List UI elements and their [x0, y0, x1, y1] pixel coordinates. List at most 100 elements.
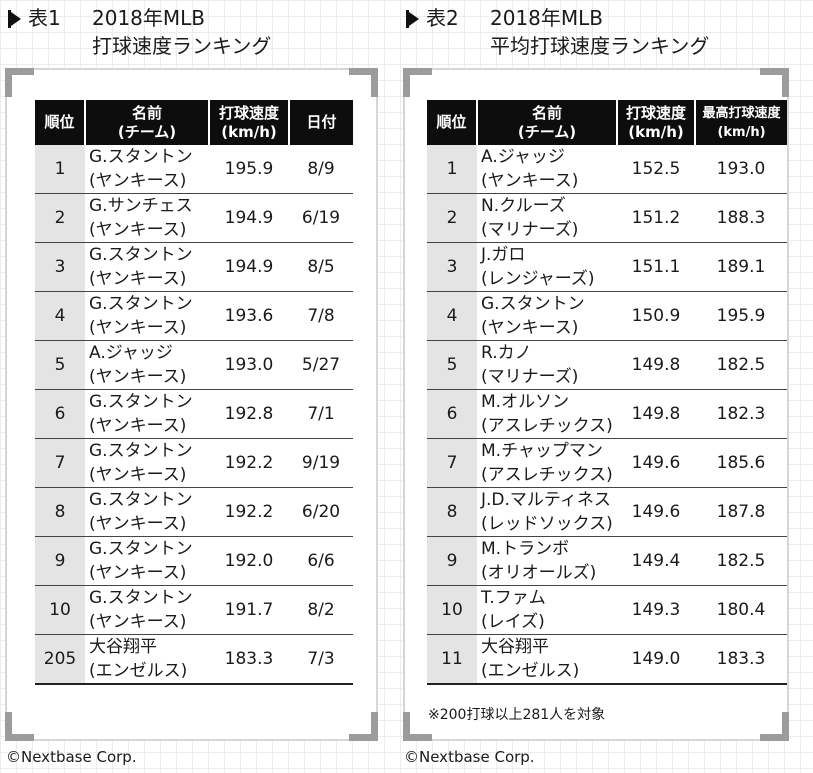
rank-cell: 2 [35, 193, 85, 243]
table-row: 11 大谷翔平 (エンゼルス) 149.0 183.3 [427, 634, 787, 685]
max-speed-cell: 189.1 [695, 242, 787, 292]
date-cell: 5/27 [289, 340, 353, 390]
player-team: (ヤンキース) [89, 612, 187, 632]
table2-frame: 順位 名前 (チーム) 打球速度 (km/h) 最高打球速度 (km/h) 1 A.ジャ… [403, 68, 789, 741]
player-name: G.スタントン [89, 147, 193, 167]
header-name: 名前 (チーム) [477, 100, 618, 145]
player-cell: 大谷翔平 (エンゼルス) [85, 634, 209, 685]
player-cell: N.クルーズ (マリナーズ) [477, 193, 617, 243]
player-team: (ヤンキース) [481, 318, 579, 338]
table-row: 5 A.ジャッジ (ヤンキース) 193.0 5/27 [35, 340, 353, 390]
date-cell: 6/6 [289, 536, 353, 586]
speed-cell: 193.0 [209, 340, 289, 390]
header-rank: 順位 [35, 100, 86, 145]
player-name: T.ファム [481, 588, 546, 608]
table1-label: 表1 [28, 6, 61, 30]
rank-cell: 6 [35, 389, 85, 439]
frame-corner [760, 68, 789, 97]
avg-speed-cell: 149.6 [617, 438, 695, 488]
avg-speed-cell: 151.2 [617, 193, 695, 243]
table2-credit: ©Nextbase Corp. [404, 748, 535, 766]
table-row: 4 G.スタントン (ヤンキース) 193.6 7/8 [35, 291, 353, 341]
header-rank: 順位 [427, 100, 478, 145]
player-name: M.チャップマン [481, 441, 603, 461]
header-avg-speed: 打球速度 (km/h) [617, 100, 696, 145]
player-team: (レッドソックス) [481, 514, 613, 534]
max-speed-cell: 188.3 [695, 193, 787, 243]
rank-cell: 9 [427, 536, 477, 586]
max-speed-cell: 183.3 [695, 634, 787, 685]
player-team: (マリナーズ) [481, 220, 579, 240]
player-name: A.ジャッジ [481, 147, 565, 167]
player-team: (アスレチックス) [481, 465, 613, 485]
table2-note: ※200打球以上281人を対象 [428, 707, 606, 723]
rank-cell: 5 [35, 340, 85, 390]
max-speed-cell: 187.8 [695, 487, 787, 537]
date-cell: 7/8 [289, 291, 353, 341]
rank-cell: 3 [427, 242, 477, 292]
flag-icon [406, 10, 420, 28]
date-cell: 9/19 [289, 438, 353, 488]
max-speed-cell: 182.5 [695, 536, 787, 586]
player-cell: R.カノ (マリナーズ) [477, 340, 617, 390]
speed-cell: 192.8 [209, 389, 289, 439]
player-cell: A.ジャッジ (ヤンキース) [85, 340, 209, 390]
header-name: 名前 (チーム) [85, 100, 210, 145]
table-row: 5 R.カノ (マリナーズ) 149.8 182.5 [427, 340, 787, 390]
player-name: R.カノ [481, 343, 532, 363]
player-cell: G.スタントン (ヤンキース) [85, 145, 209, 194]
player-team: (レイズ) [481, 612, 545, 632]
table1-panel: 表1 2018年MLB 打球速度ランキング 順位 名前 (チーム) 打球速度 (km… [0, 0, 395, 773]
table-header-row: 順位 名前 (チーム) 打球速度 (km/h) 最高打球速度 (km/h) [427, 100, 787, 145]
max-speed-cell: 185.6 [695, 438, 787, 488]
frame-corner [760, 712, 789, 741]
speed-cell: 195.9 [209, 145, 289, 194]
date-cell: 6/19 [289, 193, 353, 243]
player-name: G.スタントン [89, 441, 193, 461]
player-cell: G.スタントン (ヤンキース) [85, 536, 209, 586]
table-row: 1 A.ジャッジ (ヤンキース) 152.5 193.0 [427, 145, 787, 194]
player-cell: M.オルソン (アスレチックス) [477, 389, 617, 439]
table2-panel: 表2 2018年MLB 平均打球速度ランキング 順位 名前 (チーム) 打球速度(… [398, 0, 793, 773]
max-speed-cell: 195.9 [695, 291, 787, 341]
player-name: G.スタントン [481, 294, 585, 314]
player-cell: M.チャップマン (アスレチックス) [477, 438, 617, 488]
player-cell: G.スタントン (ヤンキース) [85, 389, 209, 439]
player-cell: G.スタントン (ヤンキース) [85, 438, 209, 488]
table-row: 205 大谷翔平 (エンゼルス) 183.3 7/3 [35, 634, 353, 685]
table-row: 8 J.D.マルティネス (レッドソックス) 149.6 187.8 [427, 487, 787, 537]
table2-ranking-table: 順位 名前 (チーム) 打球速度 (km/h) 最高打球速度 (km/h) 1 A.ジャ… [427, 100, 787, 685]
rank-cell: 5 [427, 340, 477, 390]
table1-ranking-table: 順位 名前 (チーム) 打球速度 (km/h) 日付 1 G.スタントン (ヤンキース)… [35, 100, 353, 685]
player-team: (エンゼルス) [481, 661, 580, 681]
player-team: (ヤンキース) [89, 220, 187, 240]
rank-cell: 6 [427, 389, 477, 439]
avg-speed-cell: 150.9 [617, 291, 695, 341]
table-row: 10 T.ファム (レイズ) 149.3 180.4 [427, 585, 787, 635]
player-team: (マリナーズ) [481, 367, 579, 387]
table-header-row: 順位 名前 (チーム) 打球速度 (km/h) 日付 [35, 100, 353, 145]
player-name: 大谷翔平 [481, 637, 549, 657]
player-name: 大谷翔平 [89, 637, 157, 657]
player-cell: 大谷翔平 (エンゼルス) [477, 634, 617, 685]
player-cell: J.ガロ (レンジャーズ) [477, 242, 617, 292]
rank-cell: 2 [427, 193, 477, 243]
table1-frame: 順位 名前 (チーム) 打球速度 (km/h) 日付 1 G.スタントン (ヤンキース)… [5, 68, 378, 741]
player-team: (アスレチックス) [481, 416, 613, 436]
table-row: 6 M.オルソン (アスレチックス) 149.8 182.3 [427, 389, 787, 439]
frame-corner [349, 68, 378, 97]
date-cell: 7/3 [289, 634, 353, 685]
speed-cell: 192.2 [209, 487, 289, 537]
player-cell: G.スタントン (ヤンキース) [85, 585, 209, 635]
player-cell: M.トランボ (オリオールズ) [477, 536, 617, 586]
max-speed-cell: 182.5 [695, 340, 787, 390]
speed-cell: 194.9 [209, 242, 289, 292]
table-row: 8 G.スタントン (ヤンキース) 192.2 6/20 [35, 487, 353, 537]
player-name: G.スタントン [89, 392, 193, 412]
flag-icon [8, 10, 22, 28]
rank-cell: 1 [35, 145, 85, 194]
player-name: G.スタントン [89, 539, 193, 559]
player-name: M.トランボ [481, 539, 570, 559]
table1-credit: ©Nextbase Corp. [6, 748, 137, 766]
rank-cell: 4 [35, 291, 85, 341]
